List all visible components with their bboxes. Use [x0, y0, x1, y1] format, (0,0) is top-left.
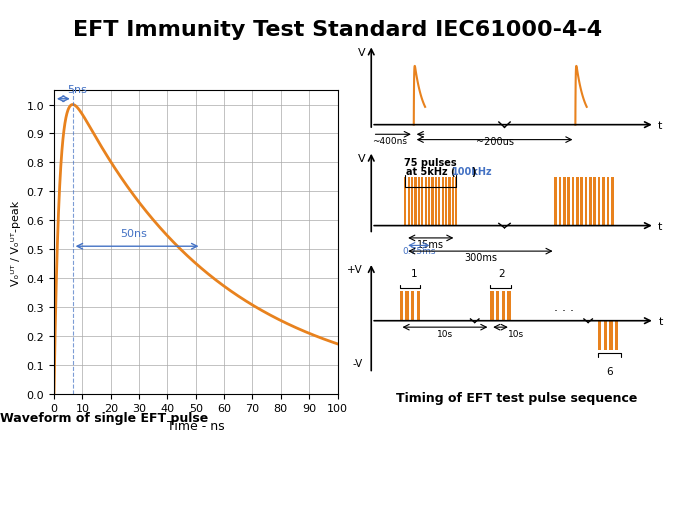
Bar: [598, 178, 601, 226]
Text: 75 pulses: 75 pulses: [404, 158, 457, 168]
Bar: [615, 321, 618, 350]
Y-axis label: Vₒᵁᵀ / Vₒᵁᵀ-peak: Vₒᵁᵀ / Vₒᵁᵀ-peak: [11, 200, 21, 285]
Text: 300ms: 300ms: [464, 252, 497, 263]
Bar: [572, 178, 574, 226]
Text: 10s: 10s: [437, 329, 453, 338]
Text: ~200us: ~200us: [476, 137, 514, 147]
Text: 15ms: 15ms: [417, 239, 444, 249]
Text: 50ns: 50ns: [120, 228, 147, 238]
Text: 2: 2: [498, 269, 505, 279]
Bar: [438, 178, 440, 226]
Bar: [610, 321, 613, 350]
Text: 10s: 10s: [508, 329, 524, 338]
Bar: [598, 321, 601, 350]
Bar: [563, 178, 566, 226]
Bar: [585, 178, 587, 226]
Bar: [580, 178, 583, 226]
Bar: [431, 178, 433, 226]
Text: V: V: [358, 154, 366, 164]
Bar: [602, 178, 605, 226]
Text: 1: 1: [410, 269, 417, 279]
Bar: [603, 321, 607, 350]
Bar: [411, 178, 413, 226]
Bar: [404, 178, 406, 226]
Text: Waveform of single EFT pulse: Waveform of single EFT pulse: [1, 412, 209, 425]
Bar: [611, 178, 614, 226]
Bar: [554, 178, 557, 226]
Text: at 5kHz (: at 5kHz (: [406, 167, 456, 177]
Text: 5ns: 5ns: [68, 85, 88, 95]
Text: . . .: . . .: [554, 300, 574, 313]
Text: t: t: [657, 120, 662, 130]
Bar: [414, 178, 416, 226]
Text: 100kHz: 100kHz: [452, 167, 493, 177]
Bar: [452, 178, 454, 226]
Bar: [576, 178, 578, 226]
Bar: [408, 178, 410, 226]
Bar: [416, 292, 420, 321]
Bar: [411, 292, 414, 321]
Text: ): ): [471, 167, 476, 177]
Bar: [567, 178, 570, 226]
Bar: [405, 292, 408, 321]
Bar: [445, 178, 447, 226]
Bar: [428, 178, 430, 226]
Text: ~400ns: ~400ns: [372, 137, 407, 146]
Bar: [490, 292, 493, 321]
Text: Timing of EFT test pulse sequence: Timing of EFT test pulse sequence: [396, 391, 637, 405]
Text: V: V: [358, 48, 366, 58]
Bar: [435, 178, 437, 226]
Bar: [593, 178, 596, 226]
Bar: [508, 292, 511, 321]
Bar: [421, 178, 423, 226]
Bar: [607, 178, 610, 226]
Bar: [418, 178, 420, 226]
Bar: [589, 178, 592, 226]
Text: t: t: [659, 316, 664, 326]
Text: 6: 6: [606, 367, 613, 376]
Bar: [455, 178, 458, 226]
Text: +V: +V: [347, 264, 362, 274]
Bar: [502, 292, 505, 321]
Bar: [425, 178, 427, 226]
Text: EFT Immunity Test Standard IEC61000-4-4: EFT Immunity Test Standard IEC61000-4-4: [73, 20, 602, 40]
Bar: [558, 178, 561, 226]
Bar: [441, 178, 443, 226]
Text: -V: -V: [352, 358, 362, 368]
Text: t: t: [657, 221, 662, 231]
Bar: [400, 292, 403, 321]
Bar: [496, 292, 500, 321]
Text: 0.75ms: 0.75ms: [402, 247, 435, 256]
X-axis label: Time - ns: Time - ns: [167, 419, 225, 432]
Bar: [448, 178, 450, 226]
